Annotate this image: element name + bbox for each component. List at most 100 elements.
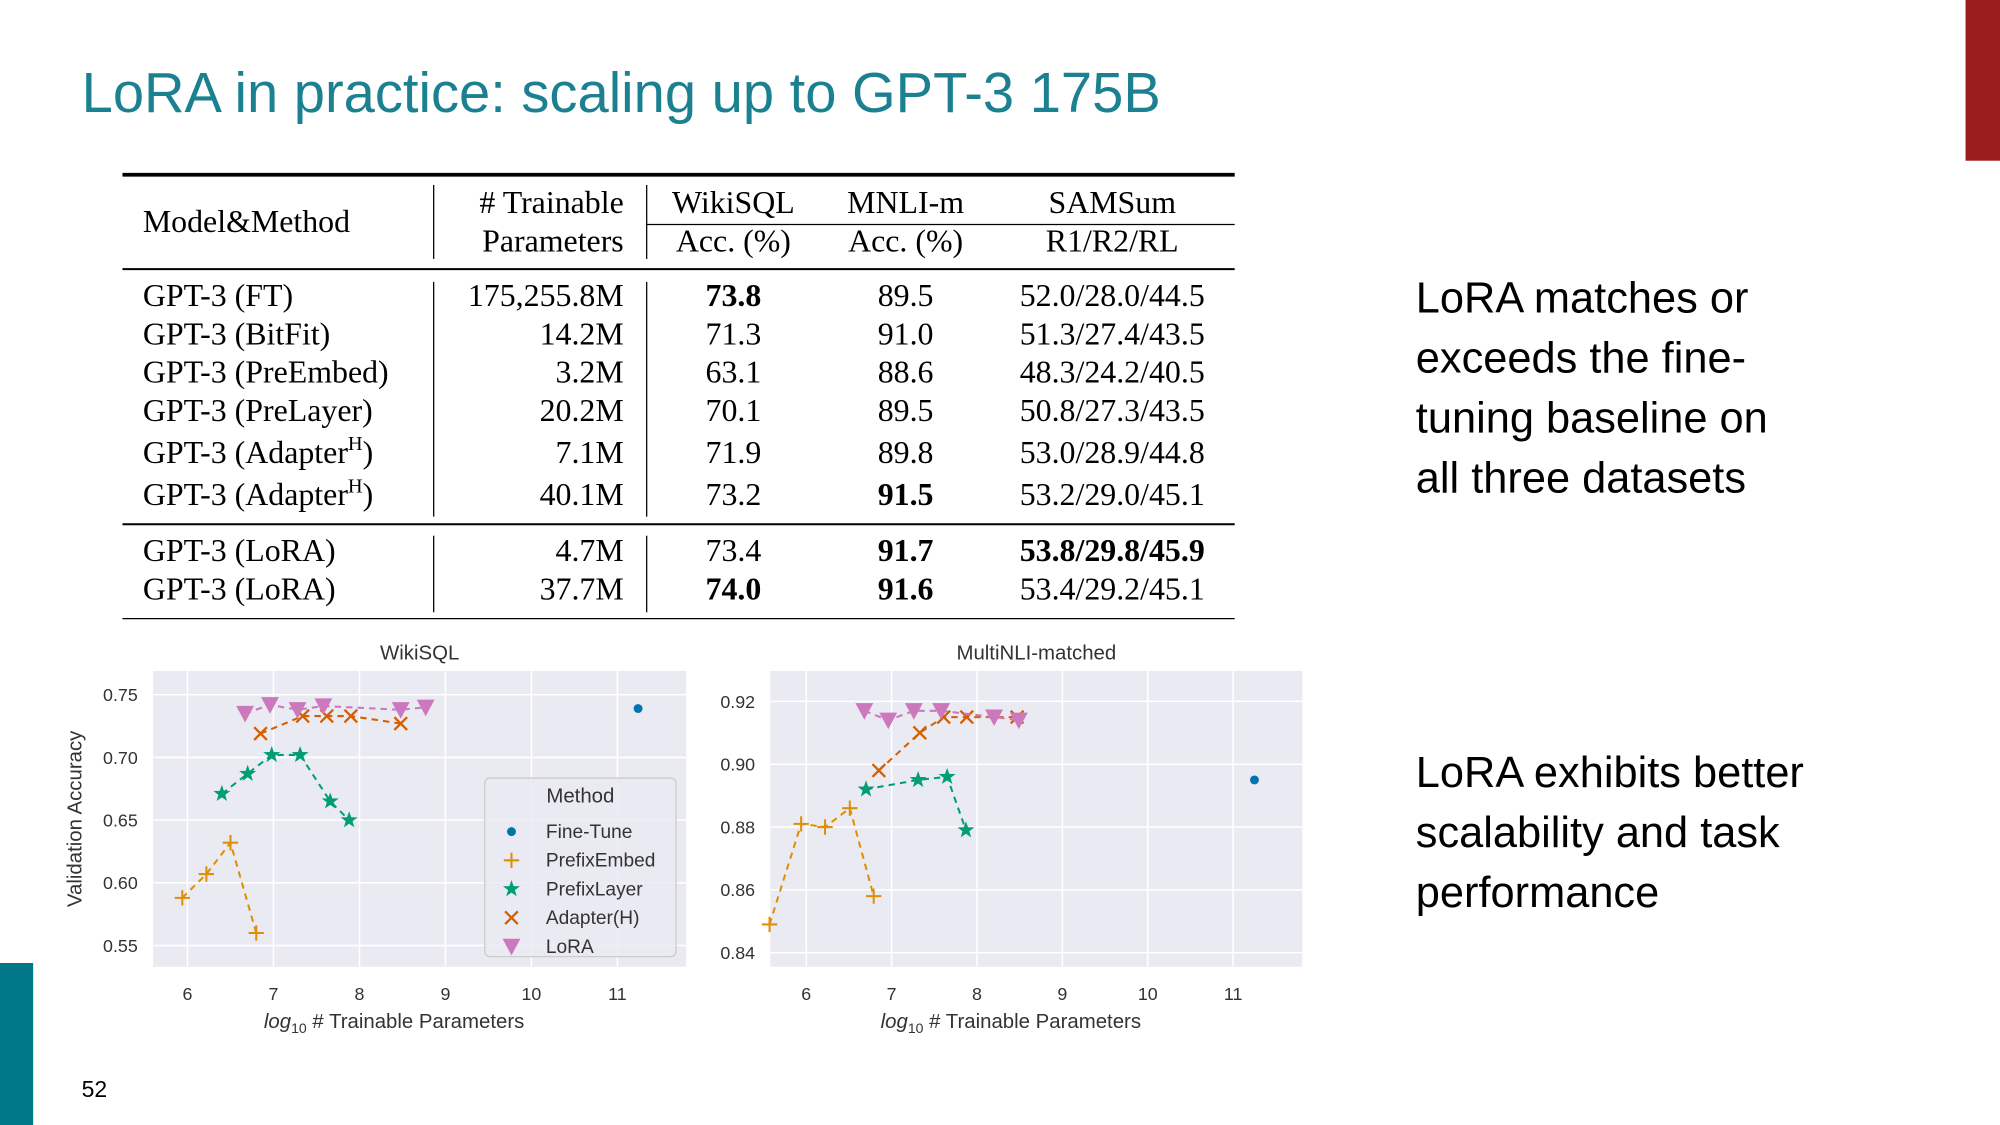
data-point (393, 716, 408, 731)
y-tick-label: 0.84 (720, 943, 755, 963)
x-axis-label: log10 # Trainable Parameters (264, 1011, 524, 1036)
data-point (291, 745, 309, 763)
data-point (248, 925, 264, 941)
table-cell: 89.5 (878, 393, 934, 428)
x-tick-label: 6 (801, 984, 811, 1004)
x-axis-label-text: # Trainable Parameters (307, 1011, 525, 1033)
data-point (866, 888, 882, 904)
data-point (871, 763, 887, 778)
data-point (912, 725, 928, 740)
table-cell: GPT-3 (LoRA) (143, 571, 336, 606)
table-cell: 3.2M (556, 355, 624, 390)
table-cell-text: GPT-3 (Adapter (143, 477, 348, 512)
table-cell: 53.0/28.9/44.8 (1020, 435, 1205, 470)
table-cell: 20.2M (540, 393, 624, 428)
data-point (314, 698, 333, 715)
table-cell: 14.2M (540, 316, 624, 351)
data-point (174, 890, 190, 906)
table-cell: 91.5 (878, 477, 934, 512)
data-point (321, 792, 339, 809)
page-number: 52 (82, 1076, 108, 1102)
legend-label: PrefixLayer (546, 879, 643, 900)
data-point (222, 835, 239, 851)
data-point (416, 699, 435, 717)
table-cell: 91.0 (878, 316, 934, 351)
table-cell: 88.6 (878, 355, 934, 390)
x-tick-label: 8 (354, 984, 364, 1004)
table-cell: 50.8/27.3/43.5 (1020, 393, 1205, 428)
x-axis-label-text: # Trainable Parameters (923, 1011, 1141, 1033)
data-point (932, 703, 951, 720)
data-point (842, 800, 858, 816)
legend-title: Method (546, 785, 614, 807)
data-point (909, 770, 927, 788)
note-text: scalability and task (1416, 809, 1780, 857)
data-point (855, 703, 874, 720)
legend-marker (502, 880, 520, 897)
note-text: exceeds the fine- (1416, 334, 1746, 382)
table-cell: 4.7M (556, 533, 624, 568)
accent-bar (1965, 0, 2000, 161)
table-cell: 48.3/24.2/40.5 (1020, 355, 1205, 390)
data-point (263, 745, 281, 763)
table-header: MNLI-m (847, 185, 964, 220)
table-cell: 175,255.8M (468, 278, 624, 313)
data-point (343, 708, 359, 724)
superscript: H (348, 475, 363, 497)
data-point (288, 702, 307, 719)
table-cell: 91.7 (878, 533, 934, 568)
table-cell: GPT-3 (AdapterH) (143, 433, 373, 470)
data-point (340, 811, 358, 828)
table-cell: 89.8 (878, 435, 934, 470)
table-cell: 74.0 (706, 571, 762, 606)
y-tick-label: 0.55 (103, 936, 138, 956)
table-header: Parameters (482, 223, 624, 258)
note-text: performance (1416, 869, 1659, 917)
data-point (633, 704, 643, 713)
fit-line (865, 775, 967, 831)
data-point (959, 709, 974, 725)
note-text: tuning baseline on (1416, 394, 1768, 442)
table-cell: 37.7M (540, 571, 624, 606)
x-tick-label: 11 (1224, 984, 1243, 1004)
data-point (391, 702, 410, 719)
slide-title: LoRA in practice: scaling up to GPT-3 17… (82, 61, 1161, 124)
data-point (938, 767, 956, 785)
y-tick-label: 0.92 (720, 692, 755, 712)
accent-bar (0, 963, 34, 1125)
fit-line (181, 840, 258, 934)
x-tick-label: 11 (608, 984, 627, 1004)
y-tick-label: 0.86 (720, 880, 755, 900)
legend-label: Fine-Tune (546, 822, 632, 843)
x-axis-label-text: log (264, 1011, 292, 1033)
data-point (761, 916, 778, 933)
legend-marker (507, 827, 516, 837)
table-cell: 63.1 (706, 355, 762, 390)
table-cell: GPT-3 (BitFit) (143, 316, 330, 351)
y-axis-label: Validation Accuracy (65, 730, 87, 907)
data-point (236, 705, 255, 723)
table-cell: GPT-3 (FT) (143, 278, 293, 313)
note-text: LoRA matches or (1416, 275, 1749, 323)
table-header: # Trainable (479, 185, 623, 220)
superscript: H (348, 433, 363, 455)
plot-area (770, 670, 1303, 967)
y-tick-label: 0.75 (103, 685, 138, 705)
x-tick-label: 8 (972, 984, 982, 1004)
legend-label: LoRA (546, 937, 594, 958)
legend-marker (502, 938, 521, 956)
x-tick-label: 10 (1138, 984, 1158, 1004)
data-point (213, 784, 231, 802)
table-cell: 89.5 (878, 278, 934, 313)
legend-marker (504, 910, 519, 925)
data-point (253, 726, 268, 741)
data-point (1250, 775, 1259, 785)
x-axis-label-text: log (881, 1011, 909, 1033)
data-point (957, 821, 975, 838)
table-cell: 73.4 (706, 533, 762, 568)
table-header: R1/R2/RL (1046, 223, 1179, 258)
subscript: 10 (908, 1020, 924, 1036)
table-cell: GPT-3 (AdapterH) (143, 475, 373, 512)
table-header: SAMSum (1048, 185, 1176, 220)
